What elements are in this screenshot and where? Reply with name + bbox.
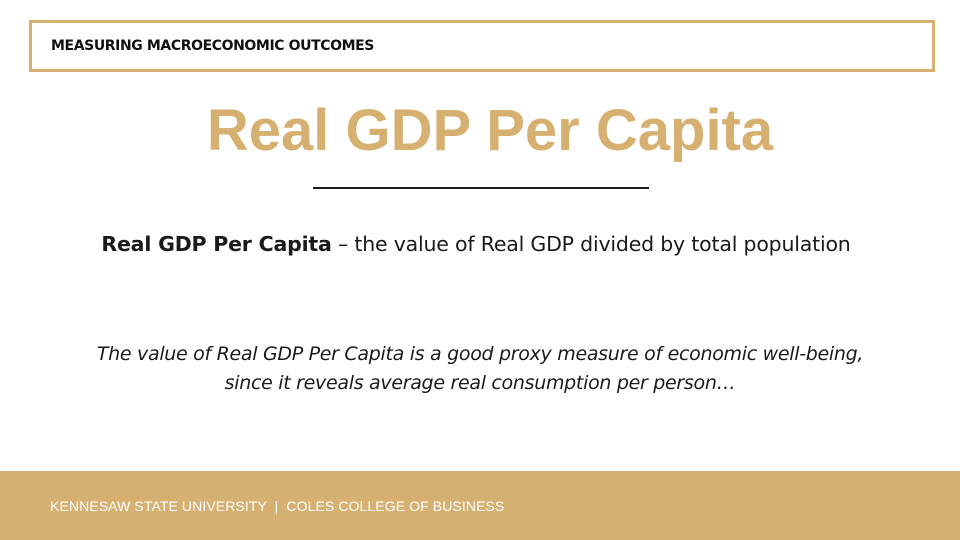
note-line-1: The value of Real GDP Per Capita is a go… [96, 343, 864, 365]
footer-institution-label: KENNESAW STATE UNIVERSITY | COLES COLLEG… [50, 498, 505, 514]
section-header-box: MEASURING MACROECONOMIC OUTCOMES [29, 20, 935, 72]
note-line-2: since it reveals average real consumptio… [224, 372, 736, 394]
explanatory-note: The value of Real GDP Per Capita is a go… [0, 340, 960, 398]
definition-term: Real GDP Per Capita [101, 232, 332, 256]
definition-text: – the value of Real GDP divided by total… [331, 232, 851, 256]
slide-title: Real GDP Per Capita [206, 98, 774, 163]
title-divider [313, 187, 649, 189]
definition-line: Real GDP Per Capita – the value of Real … [0, 232, 952, 256]
footer-band: KENNESAW STATE UNIVERSITY | COLES COLLEG… [0, 471, 960, 540]
section-header-label: MEASURING MACROECONOMIC OUTCOMES [51, 38, 374, 54]
